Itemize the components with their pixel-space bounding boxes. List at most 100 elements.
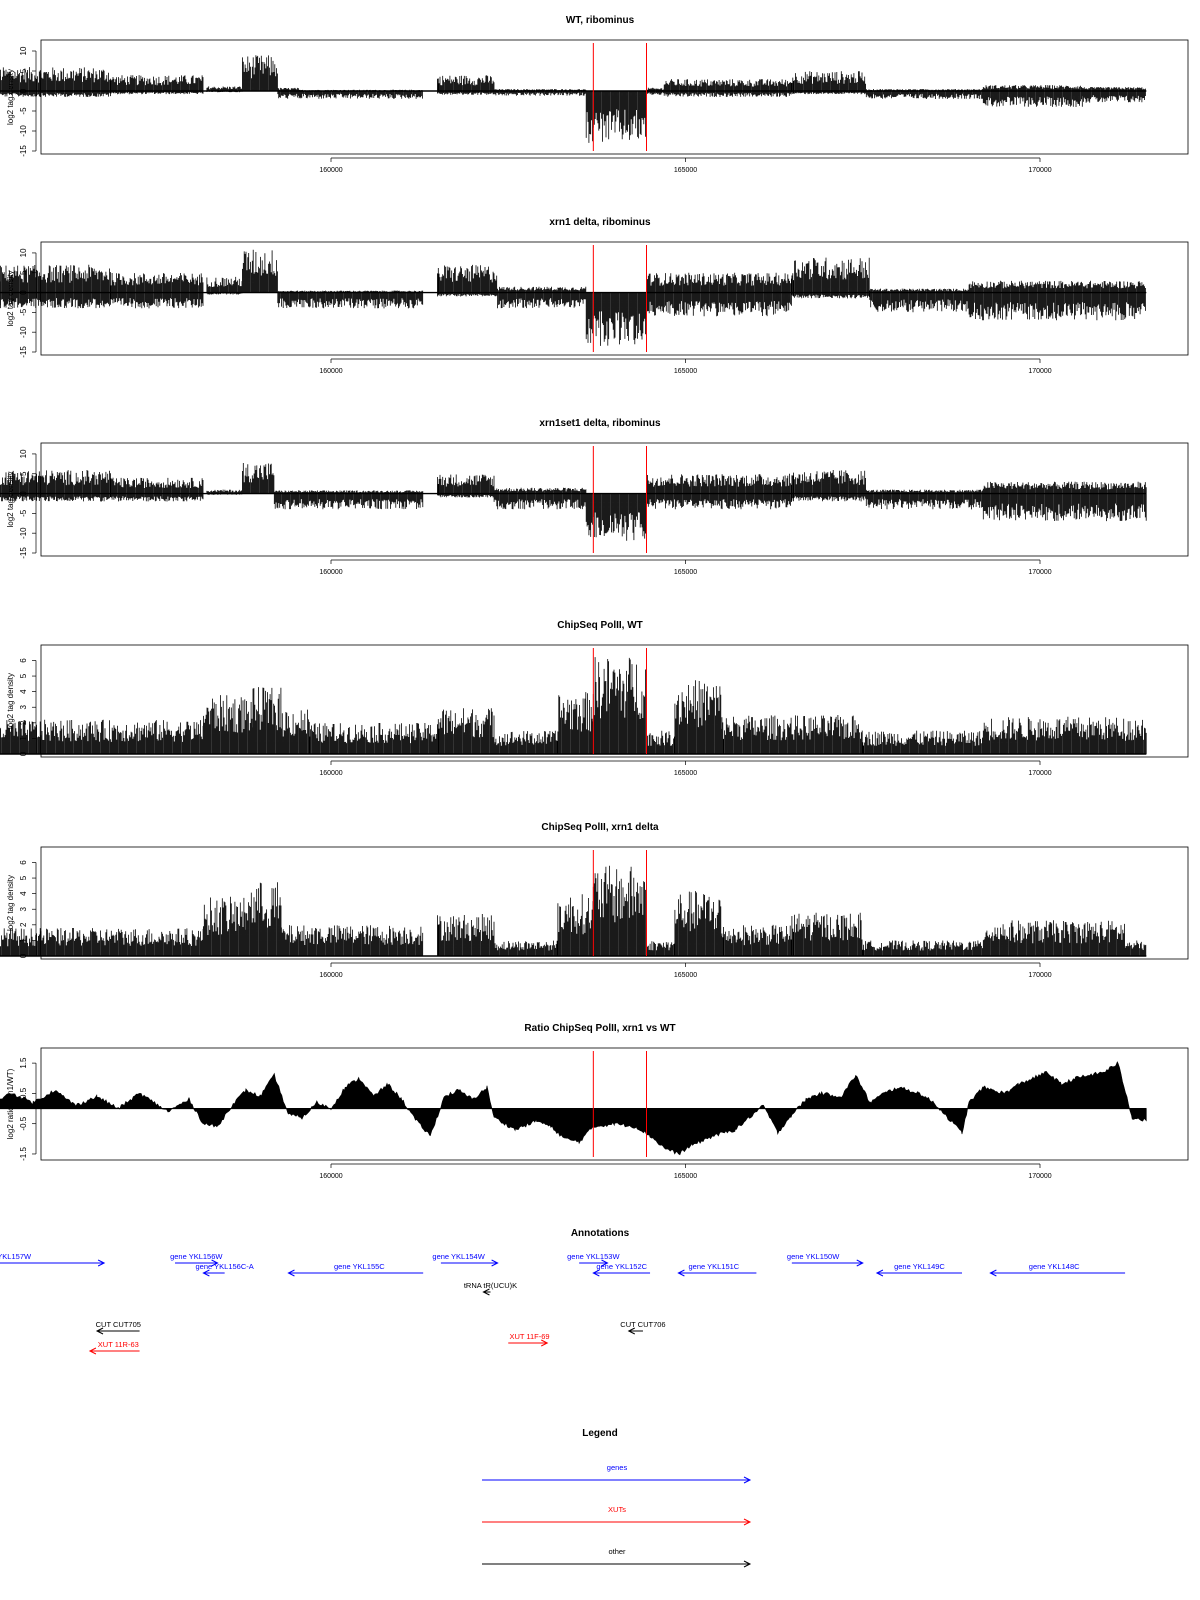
legend-label: XUTs [608, 1505, 626, 1514]
plot-frame [40, 644, 1189, 758]
plot-frame [40, 442, 1189, 557]
annotation-feature: CUT CUT705 [95, 1320, 141, 1335]
arrow-head [88, 1347, 97, 1355]
x-tick-label: 165000 [674, 569, 697, 576]
x-tick-label: 165000 [674, 972, 697, 979]
arrow-head [875, 1269, 884, 1277]
annotation-feature: CUT CUT706 [620, 1320, 666, 1335]
y-tick-label: 5 [19, 875, 28, 880]
y-tick-label: 5 [19, 471, 28, 476]
x-tick-label: 165000 [674, 770, 697, 777]
arrow-head [601, 1259, 609, 1267]
y-tick-label: 5 [19, 68, 28, 73]
y-tick-label: 6 [19, 860, 28, 865]
y-axis-label: log2 tag density [6, 875, 15, 931]
arrow-head [202, 1269, 210, 1277]
annotation-label: gene YKL154W [432, 1252, 485, 1261]
y-tick-label: -15 [19, 145, 28, 157]
y-tick-label: -1.5 [19, 1147, 28, 1161]
y-tick-label: 5 [19, 270, 28, 275]
arrow-head [592, 1269, 600, 1277]
data-bars [0, 865, 1147, 956]
y-tick-label: -15 [19, 346, 28, 358]
annotation-label: gene YKL155C [334, 1262, 385, 1271]
legend-label: other [608, 1547, 626, 1556]
annotations-title: Annotations [571, 1228, 630, 1239]
y-tick-label: 2 [19, 922, 28, 927]
arrow-head [211, 1259, 219, 1267]
y-tick-label: 0.5 [19, 1087, 28, 1099]
y-axis-label: log2 tag density [6, 673, 15, 729]
arrow-head [95, 1327, 104, 1335]
track-panel: Ratio ChipSeq PolII, xrn1 vs WT -1.5 -0.5 0… [0, 1023, 1189, 1180]
x-tick-label: 170000 [1028, 368, 1051, 375]
arrow-head [989, 1269, 997, 1277]
annotation-label: gene YKL153W [567, 1252, 620, 1261]
annotation-label: gene YKL152C [596, 1262, 647, 1271]
arrow-head [677, 1269, 685, 1277]
annotation-feature: gene YKL150W [787, 1252, 864, 1267]
x-tick-label: 170000 [1028, 972, 1051, 979]
panel-title: xrn1set1 delta, ribominus [539, 418, 661, 429]
panel-title: xrn1 delta, ribominus [549, 217, 651, 228]
data-bars [0, 463, 1147, 541]
legend-section: Legend genes XUTs other [482, 1428, 752, 1568]
arrow-head [287, 1269, 295, 1277]
y-tick-label: -15 [19, 547, 28, 559]
track-panel: xrn1 delta, ribominus-15-10-50510log2 ta… [0, 217, 1189, 375]
panel-title: Ratio ChipSeq PolII, xrn1 vs WT [524, 1023, 675, 1034]
y-tick-label: -5 [19, 308, 28, 316]
track-panel: ChipSeq PolII, xrn1 delta0123456log2 tag… [0, 822, 1189, 979]
annotation-feature: gene YKL153W [567, 1252, 620, 1267]
legend-item: other [482, 1547, 752, 1568]
arrow-head [541, 1339, 549, 1347]
y-tick-label: 10 [19, 248, 28, 257]
legend-title: Legend [582, 1428, 618, 1439]
annotation-feature: gene YKL154W [432, 1252, 499, 1267]
y-tick-label: 1.5 [19, 1057, 28, 1069]
x-tick-label: 170000 [1028, 770, 1051, 777]
annotation-feature: XUT 11R-63 [88, 1340, 140, 1355]
legend-item: genes [482, 1463, 752, 1484]
annotation-label: CUT CUT706 [620, 1320, 665, 1329]
legend-items: genes XUTs other [482, 1463, 752, 1568]
track-panels: WT, ribominus-15-10-50510log2 tag densit… [0, 15, 1189, 1180]
annotation-feature: gene YKL152C [592, 1262, 651, 1277]
data-bars [0, 249, 1146, 346]
arrow-head [491, 1259, 499, 1267]
y-tick-label: 4 [19, 689, 28, 694]
annotation-feature: tRNA tR(UCU)K [464, 1281, 517, 1296]
x-tick-label: 170000 [1028, 569, 1051, 576]
y-tick-label: 4 [19, 891, 28, 896]
x-tick-label: 160000 [319, 167, 342, 174]
annotation-label: gene YKL149C [894, 1262, 945, 1271]
track-panel: ChipSeq PolII, WT0123456log2 tag density… [0, 620, 1189, 777]
y-tick-label: -10 [19, 527, 28, 539]
arrow-head [97, 1259, 106, 1267]
x-tick-label: 160000 [319, 569, 342, 576]
y-tick-label: 3 [19, 704, 28, 709]
annotation-label: XUT 11R-63 [98, 1340, 139, 1349]
annotation-label: gene YKL156C-A [196, 1262, 254, 1271]
y-axis-label: log2 tag density [6, 69, 15, 125]
arrow-head [743, 1560, 752, 1568]
annotation-label: CUT CUT705 [96, 1320, 141, 1329]
y-tick-label: -0.5 [19, 1116, 28, 1130]
legend-label: genes [607, 1463, 628, 1472]
panel-title: WT, ribominus [566, 15, 635, 26]
x-tick-label: 165000 [674, 368, 697, 375]
x-tick-label: 170000 [1028, 167, 1051, 174]
x-tick-label: 170000 [1028, 1173, 1051, 1180]
annotation-feature: gene YKL148C [989, 1262, 1126, 1277]
arrow-head [482, 1288, 490, 1296]
ratio-area [0, 1061, 1147, 1156]
arrow-head [743, 1476, 752, 1484]
y-tick-label: 5 [19, 673, 28, 678]
y-tick-label: -10 [19, 326, 28, 338]
x-tick-label: 160000 [319, 972, 342, 979]
annotation-feature: gene YKL156C-A [196, 1262, 254, 1277]
annotation-label: XUT 11F-69 [509, 1332, 549, 1341]
